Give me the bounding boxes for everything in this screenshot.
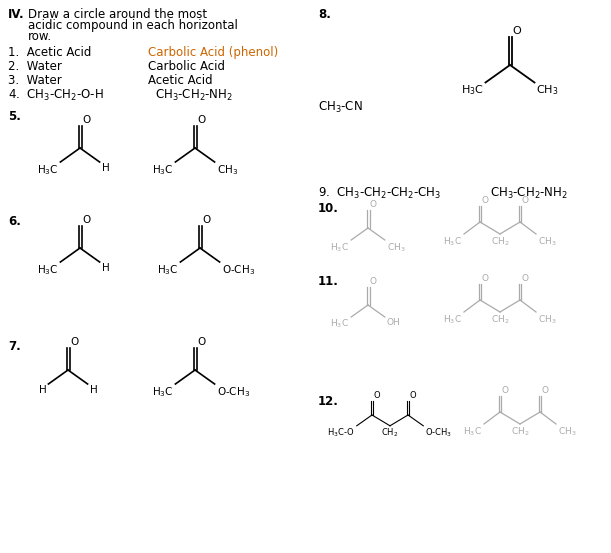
Text: CH$_3$: CH$_3$ bbox=[387, 241, 406, 253]
Text: O: O bbox=[512, 26, 521, 36]
Text: CH$_3$: CH$_3$ bbox=[538, 313, 557, 326]
Text: O: O bbox=[374, 391, 381, 400]
Text: CH$_3$: CH$_3$ bbox=[217, 163, 238, 177]
Text: H: H bbox=[38, 385, 46, 395]
Text: H$_3$C: H$_3$C bbox=[331, 318, 349, 331]
Text: 8.: 8. bbox=[318, 8, 331, 21]
Text: Carbolic Acid: Carbolic Acid bbox=[148, 60, 225, 73]
Text: 10.: 10. bbox=[318, 202, 339, 215]
Text: Carbolic Acid (phenol): Carbolic Acid (phenol) bbox=[148, 46, 278, 59]
Text: Acetic Acid: Acetic Acid bbox=[148, 74, 213, 87]
Text: CH$_3$: CH$_3$ bbox=[536, 84, 559, 97]
Text: 3.  Water: 3. Water bbox=[8, 74, 62, 87]
Text: O: O bbox=[522, 274, 529, 283]
Text: CH$_3$: CH$_3$ bbox=[558, 425, 577, 437]
Text: O: O bbox=[82, 115, 90, 125]
Text: O: O bbox=[82, 215, 90, 225]
Text: O: O bbox=[542, 386, 549, 395]
Text: O: O bbox=[197, 115, 205, 125]
Text: O: O bbox=[482, 274, 489, 283]
Text: H$_3$C: H$_3$C bbox=[152, 163, 174, 177]
Text: Draw a circle around the most: Draw a circle around the most bbox=[28, 8, 207, 21]
Text: 5.: 5. bbox=[8, 110, 21, 123]
Text: H$_3$C: H$_3$C bbox=[37, 163, 59, 177]
Text: H$_3$C: H$_3$C bbox=[461, 84, 483, 97]
Text: H$_3$C: H$_3$C bbox=[443, 313, 462, 326]
Text: 12.: 12. bbox=[318, 395, 339, 408]
Text: H$_3$C: H$_3$C bbox=[331, 241, 349, 253]
Text: H$_3$C: H$_3$C bbox=[37, 263, 59, 277]
Text: O: O bbox=[482, 196, 489, 205]
Text: H$_3$C: H$_3$C bbox=[152, 385, 174, 399]
Text: CH$_2$: CH$_2$ bbox=[491, 313, 510, 326]
Text: row.: row. bbox=[28, 30, 52, 43]
Text: 7.: 7. bbox=[8, 340, 21, 353]
Text: 1.  Acetic Acid: 1. Acetic Acid bbox=[8, 46, 92, 59]
Text: H: H bbox=[101, 263, 109, 273]
Text: H: H bbox=[101, 163, 109, 173]
Text: acidic compound in each horizontal: acidic compound in each horizontal bbox=[28, 19, 238, 32]
Text: O: O bbox=[502, 386, 509, 395]
Text: 4.  CH$_3$-CH$_2$-O-H: 4. CH$_3$-CH$_2$-O-H bbox=[8, 88, 104, 103]
Text: H$_3$C: H$_3$C bbox=[443, 235, 462, 248]
Text: O: O bbox=[410, 391, 417, 400]
Text: IV.: IV. bbox=[8, 8, 24, 21]
Text: 11.: 11. bbox=[318, 275, 339, 288]
Text: CH$_3$-CN: CH$_3$-CN bbox=[318, 100, 363, 115]
Text: O: O bbox=[522, 196, 529, 205]
Text: 9.  CH$_3$-CH$_2$-CH$_2$-CH$_3$: 9. CH$_3$-CH$_2$-CH$_2$-CH$_3$ bbox=[318, 186, 441, 201]
Text: 6.: 6. bbox=[8, 215, 21, 228]
Text: O: O bbox=[70, 337, 78, 347]
Text: H: H bbox=[90, 385, 97, 395]
Text: CH$_3$-CH$_2$-NH$_2$: CH$_3$-CH$_2$-NH$_2$ bbox=[155, 88, 233, 103]
Text: H$_3$C-O: H$_3$C-O bbox=[327, 427, 355, 439]
Text: OH: OH bbox=[387, 318, 401, 327]
Text: H$_3$C: H$_3$C bbox=[463, 425, 482, 437]
Text: O: O bbox=[197, 337, 205, 347]
Text: O-CH$_3$: O-CH$_3$ bbox=[425, 427, 453, 439]
Text: O-CH$_3$: O-CH$_3$ bbox=[222, 263, 255, 277]
Text: O-CH$_3$: O-CH$_3$ bbox=[217, 385, 250, 399]
Text: CH$_2$: CH$_2$ bbox=[511, 425, 529, 437]
Text: CH$_3$-CH$_2$-NH$_2$: CH$_3$-CH$_2$-NH$_2$ bbox=[490, 186, 568, 201]
Text: O: O bbox=[370, 277, 377, 286]
Text: CH$_3$: CH$_3$ bbox=[538, 235, 557, 248]
Text: CH$_2$: CH$_2$ bbox=[491, 235, 510, 248]
Text: 2.  Water: 2. Water bbox=[8, 60, 62, 73]
Text: CH$_2$: CH$_2$ bbox=[381, 427, 399, 439]
Text: O: O bbox=[370, 200, 377, 209]
Text: H$_3$C: H$_3$C bbox=[157, 263, 178, 277]
Text: O: O bbox=[202, 215, 210, 225]
